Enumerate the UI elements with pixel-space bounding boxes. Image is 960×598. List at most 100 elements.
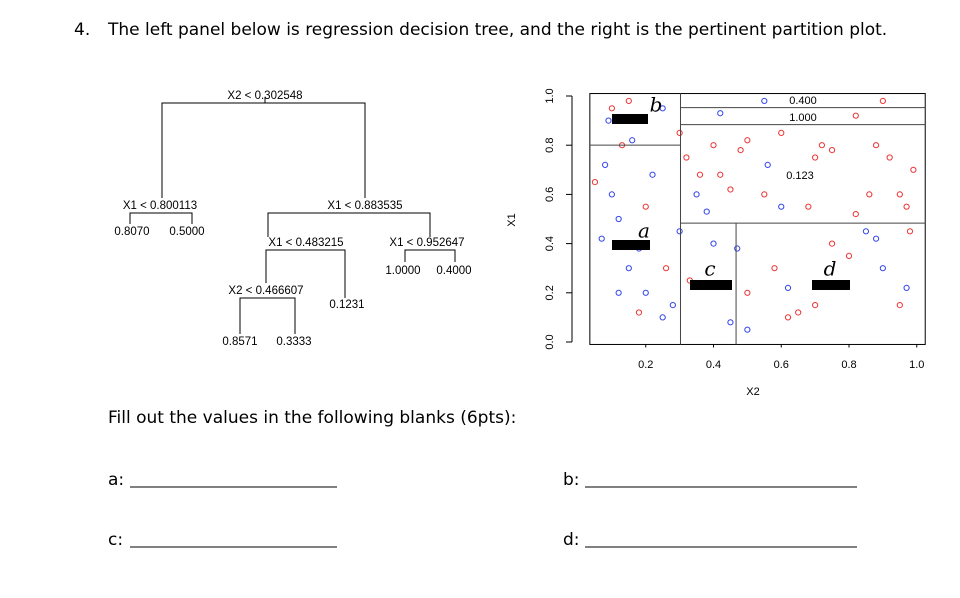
data-point bbox=[795, 309, 802, 316]
data-point bbox=[910, 166, 917, 173]
x-tick-label: 0.2 bbox=[638, 359, 653, 371]
data-point bbox=[662, 265, 670, 272]
data-point bbox=[852, 210, 859, 218]
data-point bbox=[778, 129, 785, 136]
data-point bbox=[896, 302, 903, 309]
data-point bbox=[886, 154, 893, 161]
data-point bbox=[812, 154, 819, 161]
data-point bbox=[683, 154, 690, 161]
data-point bbox=[771, 265, 778, 272]
tree-node: X1 < 0.883535 bbox=[327, 200, 402, 212]
instructions: Fill out the values in the following bla… bbox=[108, 408, 516, 428]
blank-label: c: bbox=[108, 530, 123, 550]
data-point bbox=[873, 235, 880, 242]
data-point bbox=[642, 203, 649, 210]
redaction bbox=[690, 280, 732, 290]
redaction bbox=[612, 240, 650, 250]
tree-leaf: 1.0000 bbox=[385, 265, 420, 277]
blank-label: d: bbox=[563, 530, 580, 550]
tree-leaf: 0.4000 bbox=[436, 265, 471, 277]
data-point bbox=[703, 208, 710, 215]
data-point bbox=[710, 142, 717, 149]
handwritten-label: b bbox=[650, 93, 663, 117]
data-point bbox=[764, 161, 771, 168]
decision-tree: X2 < 0.302548 X1 < 0.800113 X1 < 0.88353… bbox=[114, 90, 471, 348]
data-point bbox=[669, 302, 676, 309]
data-point bbox=[761, 97, 768, 105]
data-point bbox=[828, 240, 836, 247]
data-point bbox=[784, 314, 792, 321]
data-point bbox=[608, 191, 615, 198]
data-point bbox=[605, 117, 612, 124]
tree-leaf: 0.3333 bbox=[276, 336, 311, 348]
y-tick-label: 0.4 bbox=[544, 236, 556, 251]
data-point bbox=[642, 289, 649, 296]
data-point bbox=[625, 265, 632, 272]
data-point bbox=[778, 203, 785, 210]
redaction bbox=[612, 114, 648, 124]
data-point bbox=[845, 252, 853, 259]
data-point bbox=[761, 191, 768, 198]
data-point bbox=[734, 245, 741, 252]
data-point bbox=[862, 228, 870, 235]
data-point bbox=[591, 179, 599, 186]
y-tick-label: 1.0 bbox=[544, 88, 556, 103]
blank-label: a: bbox=[108, 470, 124, 490]
data-point bbox=[676, 228, 683, 235]
tree-edge bbox=[239, 297, 296, 334]
data-point bbox=[879, 97, 886, 105]
x-tick-label: 1.0 bbox=[909, 359, 924, 371]
data-point bbox=[873, 142, 880, 149]
data-point bbox=[615, 289, 622, 296]
region-label: 1.000 bbox=[789, 112, 817, 124]
x-tick-label: 0.6 bbox=[774, 359, 789, 371]
data-point bbox=[784, 284, 792, 291]
question-number: 4. bbox=[74, 20, 90, 40]
data-point bbox=[903, 203, 910, 210]
y-tick-label: 0.6 bbox=[544, 187, 556, 202]
tree-edge bbox=[129, 212, 193, 224]
data-point bbox=[598, 235, 605, 242]
tree-edge bbox=[265, 249, 346, 298]
data-point bbox=[676, 129, 683, 136]
data-point bbox=[744, 137, 751, 144]
x-axis-label: X2 bbox=[746, 386, 759, 398]
data-point bbox=[812, 302, 819, 309]
data-point bbox=[805, 203, 812, 210]
tree-node: X2 < 0.302548 bbox=[227, 90, 302, 102]
data-point bbox=[710, 240, 717, 247]
tree-leaf: 0.8571 bbox=[222, 336, 257, 348]
handwritten-label: c bbox=[704, 257, 715, 281]
partition-plot: 0.0 0.2 0.4 0.6 0.8 1.0 0.2 0.4 0.6 0.8 1.0 X2 X1 0.4… bbox=[506, 88, 926, 398]
tree-leaf: 0.5000 bbox=[169, 226, 204, 238]
region-label: 0.400 bbox=[789, 95, 817, 107]
data-point bbox=[896, 191, 903, 198]
data-point bbox=[903, 284, 910, 291]
data-point bbox=[866, 191, 873, 198]
data-point bbox=[727, 186, 734, 193]
handwritten-label: a bbox=[638, 219, 650, 243]
y-tick-label: 0.8 bbox=[544, 138, 556, 153]
tree-edge bbox=[161, 97, 366, 198]
data-point bbox=[852, 112, 859, 119]
blank-label: b: bbox=[563, 470, 580, 490]
data-point bbox=[818, 142, 826, 149]
data-point bbox=[744, 289, 751, 296]
data-point bbox=[635, 309, 643, 316]
data-point bbox=[696, 171, 704, 178]
data-point bbox=[744, 326, 751, 333]
data-point bbox=[717, 171, 724, 178]
data-point bbox=[649, 171, 656, 178]
y-axis-label: X1 bbox=[506, 213, 518, 226]
data-point bbox=[717, 110, 724, 117]
handwritten-label: d bbox=[824, 257, 837, 281]
data-point bbox=[879, 265, 886, 272]
y-tick-label: 0.2 bbox=[544, 285, 556, 300]
data-point bbox=[625, 97, 632, 105]
tree-leaf: 0.1231 bbox=[329, 299, 364, 311]
tree-edge bbox=[267, 212, 431, 237]
tree-edge bbox=[404, 249, 456, 262]
tree-node: X1 < 0.483215 bbox=[268, 237, 343, 249]
data-point bbox=[608, 105, 615, 112]
